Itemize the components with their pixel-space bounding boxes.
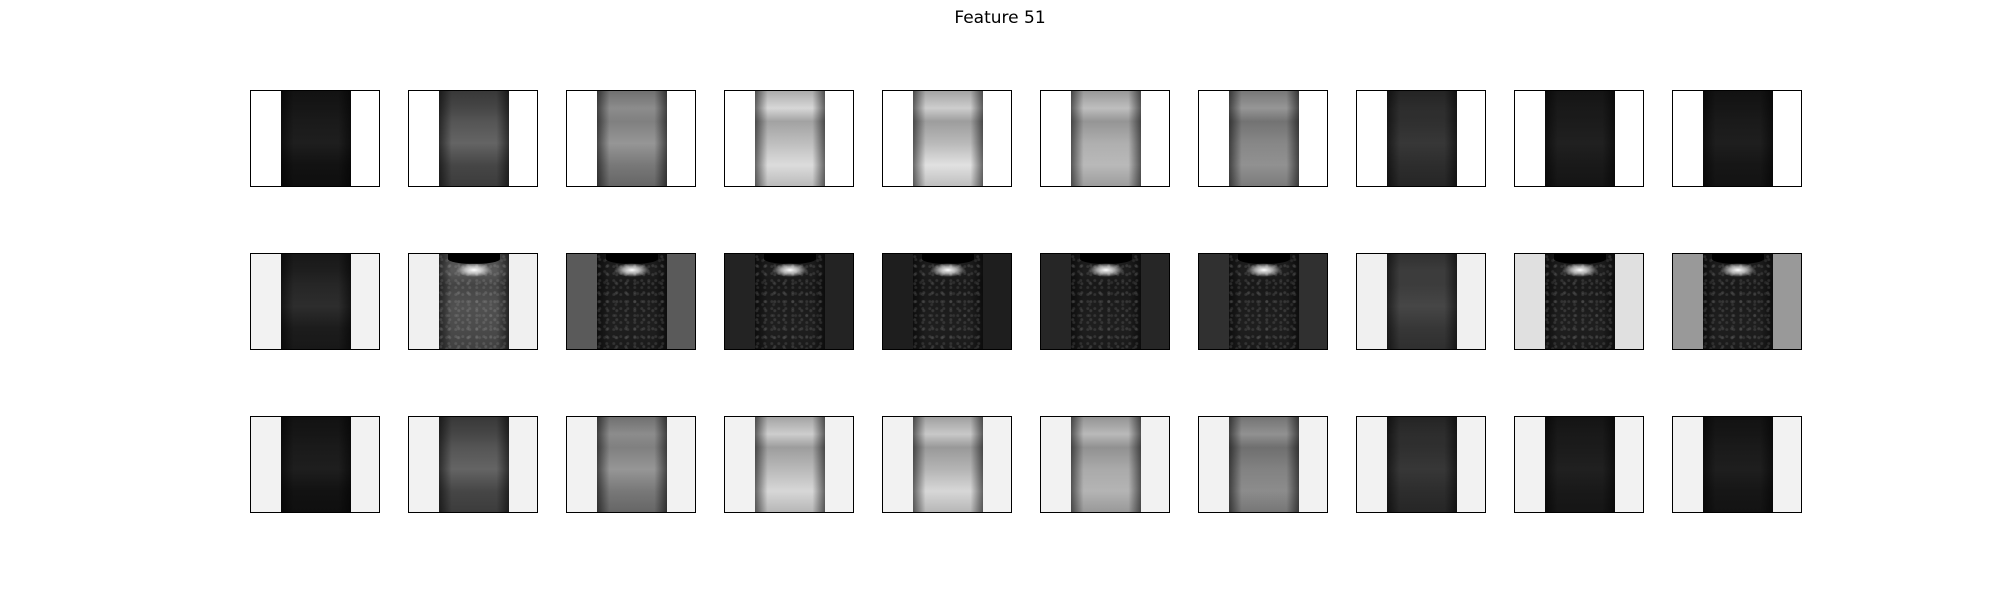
feature-map-image bbox=[755, 91, 825, 186]
highlight-spot bbox=[614, 262, 650, 277]
feature-map-image bbox=[913, 254, 983, 349]
feature-map-panel bbox=[882, 90, 1012, 187]
feature-map-panel bbox=[408, 253, 538, 350]
feature-map-panel bbox=[250, 416, 380, 513]
feature-map-panel bbox=[882, 253, 1012, 350]
feature-map-image bbox=[439, 254, 509, 349]
feature-map-panel bbox=[408, 416, 538, 513]
feature-map-panel bbox=[1198, 90, 1328, 187]
feature-map-image bbox=[1071, 254, 1141, 349]
feature-map-image bbox=[1545, 254, 1615, 349]
feature-map-image bbox=[1387, 417, 1457, 512]
feature-map-image bbox=[755, 254, 825, 349]
feature-map-image bbox=[1703, 91, 1773, 186]
feature-map-panel bbox=[250, 253, 380, 350]
feature-map-panel bbox=[566, 90, 696, 187]
highlight-spot bbox=[1246, 262, 1282, 277]
feature-map-image bbox=[281, 417, 351, 512]
feature-map-image bbox=[755, 417, 825, 512]
feature-map-panel bbox=[1040, 253, 1170, 350]
feature-map-panel bbox=[1198, 416, 1328, 513]
feature-map-panel bbox=[408, 90, 538, 187]
figure-title: Feature 51 bbox=[954, 8, 1046, 28]
feature-map-panel bbox=[1672, 90, 1802, 187]
feature-map-image bbox=[913, 417, 983, 512]
feature-map-image bbox=[597, 417, 667, 512]
feature-map-panel bbox=[250, 90, 380, 187]
feature-map-image bbox=[597, 254, 667, 349]
feature-map-panel bbox=[882, 416, 1012, 513]
feature-map-panel bbox=[566, 416, 696, 513]
feature-map-panel bbox=[724, 90, 854, 187]
feature-map-panel bbox=[1672, 253, 1802, 350]
feature-map-panel bbox=[1356, 90, 1486, 187]
feature-map-panel bbox=[1040, 416, 1170, 513]
highlight-spot bbox=[1562, 262, 1598, 277]
feature-map-panel bbox=[1356, 253, 1486, 350]
feature-map-panel bbox=[1514, 253, 1644, 350]
highlight-spot bbox=[1088, 262, 1124, 277]
feature-map-image bbox=[1703, 417, 1773, 512]
highlight-spot bbox=[1720, 262, 1756, 277]
feature-map-image bbox=[1387, 91, 1457, 186]
feature-map-panel bbox=[1040, 90, 1170, 187]
feature-map-panel bbox=[724, 253, 854, 350]
feature-map-image bbox=[1387, 254, 1457, 349]
feature-map-panel bbox=[724, 416, 854, 513]
feature-map-image bbox=[1229, 254, 1299, 349]
feature-map-image bbox=[1071, 91, 1141, 186]
feature-map-image bbox=[1545, 417, 1615, 512]
feature-map-image bbox=[913, 91, 983, 186]
feature-map-image bbox=[281, 91, 351, 186]
highlight-spot bbox=[930, 262, 966, 277]
feature-map-panel bbox=[566, 253, 696, 350]
feature-map-image bbox=[1071, 417, 1141, 512]
feature-map-panel bbox=[1356, 416, 1486, 513]
feature-map-panel bbox=[1514, 416, 1644, 513]
feature-map-image bbox=[1545, 91, 1615, 186]
feature-map-image bbox=[281, 254, 351, 349]
highlight-spot bbox=[772, 262, 808, 277]
feature-map-image bbox=[597, 91, 667, 186]
feature-map-image bbox=[1703, 254, 1773, 349]
feature-map-image bbox=[1229, 91, 1299, 186]
feature-map-image bbox=[439, 417, 509, 512]
feature-map-panel bbox=[1514, 90, 1644, 187]
highlight-spot bbox=[456, 262, 492, 277]
feature-map-image bbox=[1229, 417, 1299, 512]
feature-map-image bbox=[439, 91, 509, 186]
feature-map-panel bbox=[1198, 253, 1328, 350]
feature-map-panel bbox=[1672, 416, 1802, 513]
